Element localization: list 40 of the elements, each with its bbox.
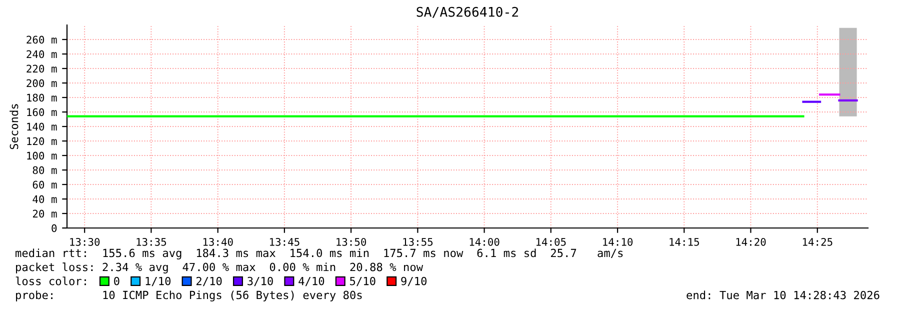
y-tick-label: 160 m [27, 108, 57, 116]
text: probe: 10 ICMP Echo Pings (56 Bytes) every 80s [16, 290, 362, 302]
text: median rtt: 155.6 ms avg 184.3 ms max 154.0 ms min 175.7 ms now 6.1 ms sd 25.7 am/s [16, 248, 623, 260]
y-tick-label: 20 m [32, 210, 57, 218]
x-tick-label: 13:35 [136, 238, 166, 246]
x-tick-label: 14:15 [670, 238, 699, 246]
chart-title: SA/AS266410-2 [416, 6, 518, 18]
y-tick-label: 140 m [27, 122, 57, 131]
x-tick-label: 14:10 [603, 238, 633, 246]
y-tick-label: 220 m [26, 64, 57, 73]
legend-label: 3/10 [248, 276, 273, 286]
y-tick-label: 200 m [26, 79, 57, 88]
text: end: Tue Mar 10 14:28:43 2026 [686, 290, 880, 300]
x-tick-label: 14:20 [736, 238, 766, 246]
legend-label: 2/10 [196, 276, 222, 286]
x-tick-label: 14:00 [470, 238, 500, 246]
y-tick-label: 60 m [32, 180, 57, 189]
x-tick-label: 13:40 [203, 238, 233, 246]
legend-title: loss color: [16, 276, 86, 286]
x-tick-label: 13:45 [270, 238, 300, 246]
legend-label: 0 [114, 276, 120, 286]
y-tick-label: 80 m [32, 166, 57, 174]
legend-label: 4/10 [298, 276, 324, 286]
legend-label: 1/10 [146, 276, 171, 286]
text: packet loss: 2.34 % avg 47.00 % max 0.00 % min 20.88 % now [16, 262, 424, 274]
x-tick-label: 13:30 [70, 238, 100, 246]
y-tick-label: 260 m [26, 36, 57, 44]
legend-label: 5/10 [350, 276, 376, 286]
y-tick-label: 40 m [32, 195, 57, 204]
x-tick-label: 14:25 [802, 238, 832, 246]
x-tick-label: 14:05 [536, 238, 566, 246]
legend-label: 9/10 [401, 276, 427, 286]
y-tick-label: 180 m [27, 94, 57, 102]
x-tick-label: 13:55 [403, 238, 433, 246]
y-tick-label: 100 m [27, 152, 57, 160]
y-tick-label: 240 m [26, 50, 57, 58]
y-tick-label: 120 m [27, 137, 57, 146]
y-axis-title: Seconds [10, 104, 18, 150]
x-tick-label: 13:50 [336, 238, 366, 246]
y-tick-label: 0 [52, 224, 57, 232]
